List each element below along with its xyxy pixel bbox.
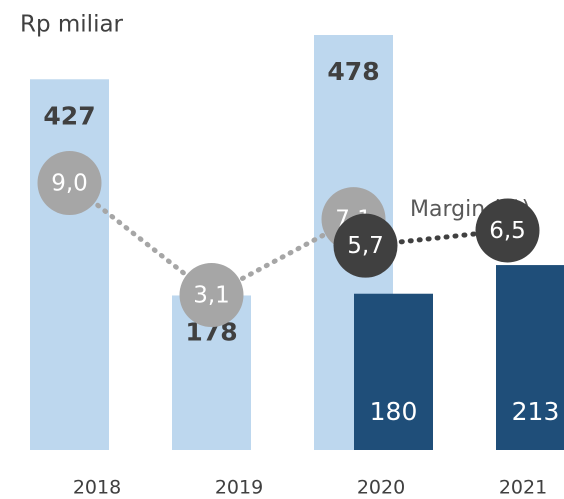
- bar: [496, 265, 564, 450]
- margin-marker: [475, 198, 540, 263]
- margin-value-label: 3,1: [193, 283, 230, 309]
- x-tick-label: 2018: [73, 477, 121, 499]
- margin-marker: [179, 263, 244, 327]
- bar: [30, 79, 109, 450]
- margin-value-label: 9,0: [51, 171, 88, 197]
- x-tick-label: 2021: [499, 477, 547, 499]
- margin-value-label: 6,5: [489, 218, 526, 244]
- margin-marker: [333, 213, 398, 278]
- chart-title: Rp miliar: [20, 12, 124, 38]
- margin-value-label: 5,7: [347, 233, 384, 259]
- margin-marker: [37, 151, 102, 215]
- bar-value-label: 180: [370, 397, 418, 426]
- bar: [354, 293, 433, 450]
- bar-value-label: 427: [43, 101, 95, 130]
- bar-value-label: 213: [512, 397, 560, 426]
- bar-value-label: 478: [327, 57, 379, 86]
- x-tick-label: 2020: [357, 477, 405, 499]
- x-tick-label: 2019: [215, 477, 263, 499]
